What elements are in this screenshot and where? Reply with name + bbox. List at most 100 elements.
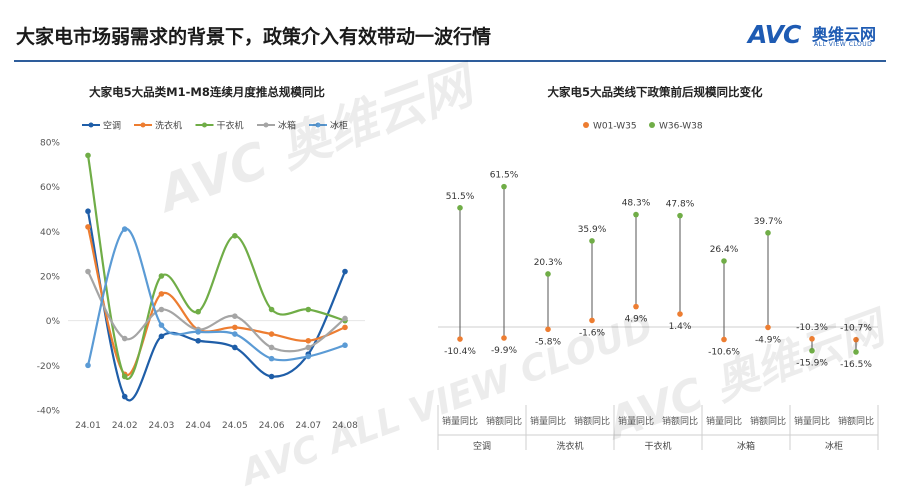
data-point [268, 344, 275, 351]
series-line [86, 211, 347, 402]
metric-label: 销量同比 [794, 415, 830, 427]
data-point [232, 324, 238, 331]
data-point [121, 393, 128, 400]
before-label: 1.4% [669, 322, 692, 332]
dumbbell-item: 39.7% -4.9% 销额同比 [750, 217, 786, 427]
group-label: 洗衣机 [556, 440, 583, 452]
dumbbell-item: 35.9% -1.6% 销额同比 [574, 225, 610, 427]
data-point [232, 344, 238, 351]
data-point [342, 315, 348, 322]
before-point [765, 324, 771, 331]
before-point [809, 336, 815, 342]
data-point [195, 337, 201, 344]
x-tick-label: 24.06 [259, 421, 285, 431]
before-point [633, 303, 639, 310]
after-label: 61.5% [490, 171, 519, 181]
group-label: 空调 [473, 440, 491, 452]
legend-label: 干衣机 [217, 120, 244, 132]
data-point [232, 233, 238, 239]
legend-marker [202, 122, 207, 128]
dumbbell-item: 48.3% 4.9% 销量同比 [618, 199, 654, 427]
data-point [268, 373, 275, 380]
after-point [501, 183, 507, 190]
dumbbell-item: -10.3% -15.9% 销量同比 [794, 323, 830, 427]
data-point [85, 224, 91, 230]
dumbbell-item: 51.5% -10.4% 销量同比 [442, 192, 478, 427]
legend-marker [140, 122, 146, 128]
legend-label: 洗衣机 [155, 120, 182, 132]
legend-label: 冰柜 [330, 120, 348, 132]
legend-item: W36-W38 [649, 122, 703, 132]
before-point [721, 336, 727, 343]
metric-label: 销量同比 [618, 415, 654, 427]
x-tick-label: 24.08 [332, 421, 358, 431]
metric-label: 销额同比 [750, 415, 786, 427]
y-tick-label: -20% [37, 362, 61, 372]
dumbbell-item: -10.7% -16.5% 销额同比 [838, 324, 874, 427]
before-point [677, 311, 683, 317]
before-label: -4.9% [755, 335, 782, 345]
data-point [121, 226, 128, 232]
title-divider [14, 60, 886, 62]
x-tick-label: 24.02 [112, 421, 138, 431]
after-label: 51.5% [446, 192, 475, 202]
data-point [121, 335, 128, 342]
y-tick-label: 60% [40, 183, 60, 193]
group-label: 干衣机 [644, 440, 671, 452]
before-point [589, 317, 595, 324]
group-label: 冰箱 [737, 440, 755, 452]
legend-item: 干衣机 [195, 120, 244, 132]
metric-label: 销额同比 [574, 415, 610, 427]
data-point [85, 268, 91, 275]
metric-label: 销额同比 [486, 415, 522, 427]
metric-label: 销量同比 [706, 415, 742, 427]
after-label: 35.9% [578, 225, 607, 235]
y-tick-label: 40% [40, 228, 60, 238]
data-point [342, 324, 348, 331]
data-point [268, 355, 275, 362]
after-point [809, 347, 815, 354]
data-point [158, 322, 165, 328]
before-label: 4.9% [625, 315, 648, 325]
legend-item: W01-W35 [583, 122, 637, 132]
logo-name-en: ALL VIEW CLOUD [814, 41, 873, 48]
logo-name-cn: 奥维云网 [812, 25, 877, 44]
after-point [589, 238, 595, 244]
y-tick-label: 0% [46, 317, 61, 327]
after-point [457, 205, 463, 211]
before-point [457, 336, 463, 342]
data-point [342, 268, 348, 275]
y-tick-label: 20% [40, 273, 60, 283]
data-point [158, 333, 165, 340]
data-point [305, 306, 312, 313]
data-point [268, 306, 275, 313]
data-point [195, 308, 201, 315]
series [85, 268, 348, 353]
before-label: -5.8% [535, 337, 562, 347]
dumbbell-item: 61.5% -9.9% 销额同比 [486, 171, 522, 427]
legend-label: W01-W35 [593, 122, 637, 132]
chart-title: 大家电5大品类M1-M8连续月度推总规模同比 [89, 85, 325, 99]
legend-label: 冰箱 [278, 120, 296, 132]
after-label: 48.3% [622, 199, 651, 209]
data-point [232, 313, 238, 319]
x-tick-label: 24.04 [185, 421, 211, 431]
before-point [853, 336, 859, 343]
after-label: -15.9% [796, 359, 828, 369]
after-label: -16.5% [840, 360, 872, 370]
legend-marker [263, 122, 269, 128]
legend-marker [583, 122, 589, 128]
before-point [501, 335, 507, 341]
logo-mark: AVC [748, 20, 801, 49]
group-label: 冰柜 [825, 440, 843, 452]
before-label: -10.7% [840, 324, 872, 334]
data-point [195, 329, 201, 335]
metric-label: 销额同比 [662, 415, 698, 427]
metric-label: 销额同比 [838, 415, 874, 427]
series [85, 152, 348, 381]
data-point [268, 331, 275, 337]
dumbbell-item: 47.8% 1.4% 销额同比 [662, 200, 698, 427]
data-point [305, 337, 312, 344]
before-label: -1.6% [579, 328, 606, 338]
before-label: -9.9% [491, 346, 518, 356]
